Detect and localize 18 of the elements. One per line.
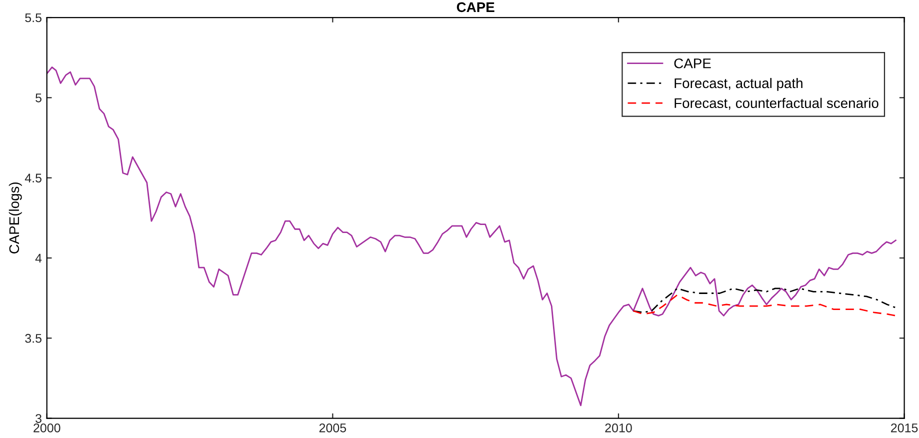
- line-series: [632, 294, 896, 316]
- legend-label: Forecast, counterfactual scenario: [674, 98, 878, 110]
- y-tick-label: 5: [36, 94, 42, 102]
- x-tick-label: 2005: [319, 423, 346, 432]
- x-tick-label: 2010: [605, 423, 632, 432]
- y-tick-label: 5.5: [25, 13, 42, 22]
- legend-label: Forecast, actual path: [674, 78, 802, 91]
- y-tick-label: 4: [35, 254, 42, 263]
- y-tick-label: 3.5: [25, 334, 42, 343]
- line-series: [46, 66, 896, 406]
- y-axis-title: CAPE(logs): [8, 182, 22, 254]
- legend-label: CAPE: [674, 58, 711, 68]
- x-tick-label: 2015: [891, 423, 918, 432]
- y-tick-label: 3: [36, 414, 42, 423]
- x-tick-label: 2000: [34, 423, 60, 432]
- chart-title: CAPE: [456, 2, 494, 12]
- y-tick-label: 4.5: [24, 174, 42, 182]
- line-series: [632, 288, 896, 314]
